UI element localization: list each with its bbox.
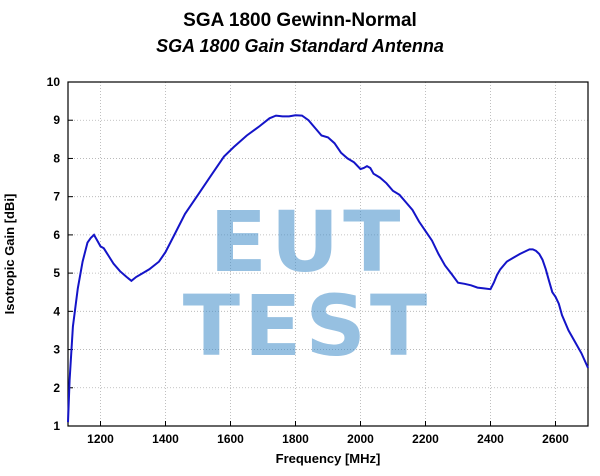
grid-lines [68, 81, 588, 427]
x-tick-label: 1200 [87, 432, 114, 446]
x-tick-label: 1600 [217, 432, 244, 446]
y-tick-label: 2 [53, 381, 60, 395]
x-tick-label: 1400 [152, 432, 179, 446]
eut-test-watermark: EUT TEST [182, 193, 432, 375]
series-line [67, 114, 589, 423]
y-tick-label: 5 [53, 266, 60, 280]
x-tick-label: 2000 [347, 432, 374, 446]
x-tick-label: 2600 [542, 432, 569, 446]
y-tick-label: 9 [53, 113, 60, 127]
y-tick-label: 10 [47, 75, 61, 89]
y-tick-label: 6 [53, 228, 60, 242]
plot-frame [67, 81, 589, 427]
chart-title: SGA 1800 Gewinn-Normal [183, 10, 417, 31]
y-tick-label: 3 [53, 343, 60, 357]
y-tick-label: 4 [53, 304, 60, 318]
y-tick-label: 7 [53, 190, 60, 204]
x-tick-label: 2400 [477, 432, 504, 446]
x-tick-label: 1800 [282, 432, 309, 446]
y-tick-label: 8 [53, 151, 60, 165]
x-axis-label: Frequency [MHz] [276, 451, 381, 466]
y-tick-label: 1 [53, 419, 60, 433]
x-tick-label: 2200 [412, 432, 439, 446]
chart-subtitle: SGA 1800 Gain Standard Antenna [156, 36, 444, 56]
y-axis-ticks: 1 2 3 4 5 6 7 8 9 10 [47, 75, 73, 433]
x-axis-ticks: 1200 1400 1600 1800 2000 2200 2400 2600 [87, 421, 569, 446]
y-axis-label: Isotropic Gain [dBi] [2, 194, 17, 315]
